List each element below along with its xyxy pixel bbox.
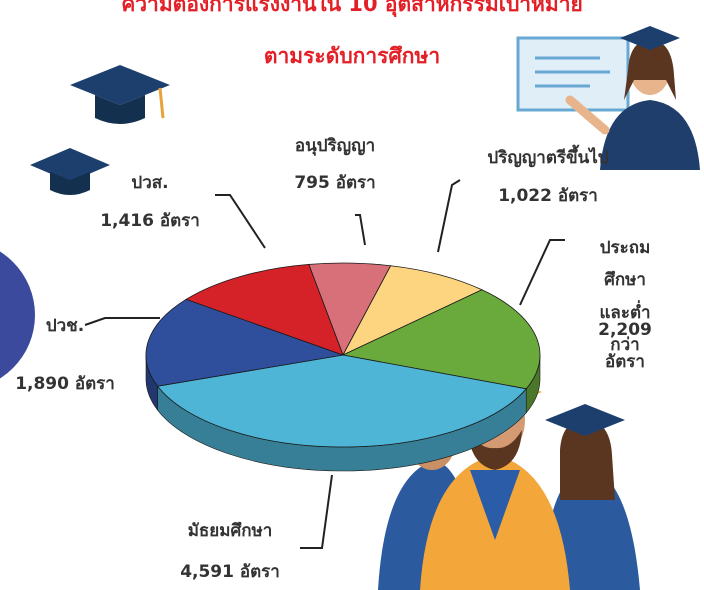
chart-title: ความต้องการแรงงานใน 10 อุตสาหกรรมเป้าหมา… [0, 0, 704, 21]
chart-subtitle: ตามระดับการศึกษา [0, 40, 704, 73]
infographic: ความต้องการแรงงานใน 10 อุตสาหกรรมเป้าหมา… [0, 0, 704, 590]
slice-name: มัธยมศึกษา [188, 515, 273, 547]
value-label: 1,890 อัตรา [15, 368, 115, 400]
value-label: 795 อัตรา [294, 167, 375, 199]
value-label: 1,416 อัตรา [100, 205, 200, 237]
slice-name: ปริญญาตรีขึ้นไป [487, 142, 608, 174]
slice-name: ปวส. [131, 167, 168, 199]
value-label: 1,022 อัตรา [498, 180, 598, 212]
value-label: 4,591 อัตรา [180, 556, 280, 588]
slice-name: ปวช. [46, 310, 84, 342]
pie [146, 263, 540, 471]
value-label: 2,209 อัตรา [586, 314, 665, 379]
slice-name: อนุปริญญา [295, 130, 375, 162]
